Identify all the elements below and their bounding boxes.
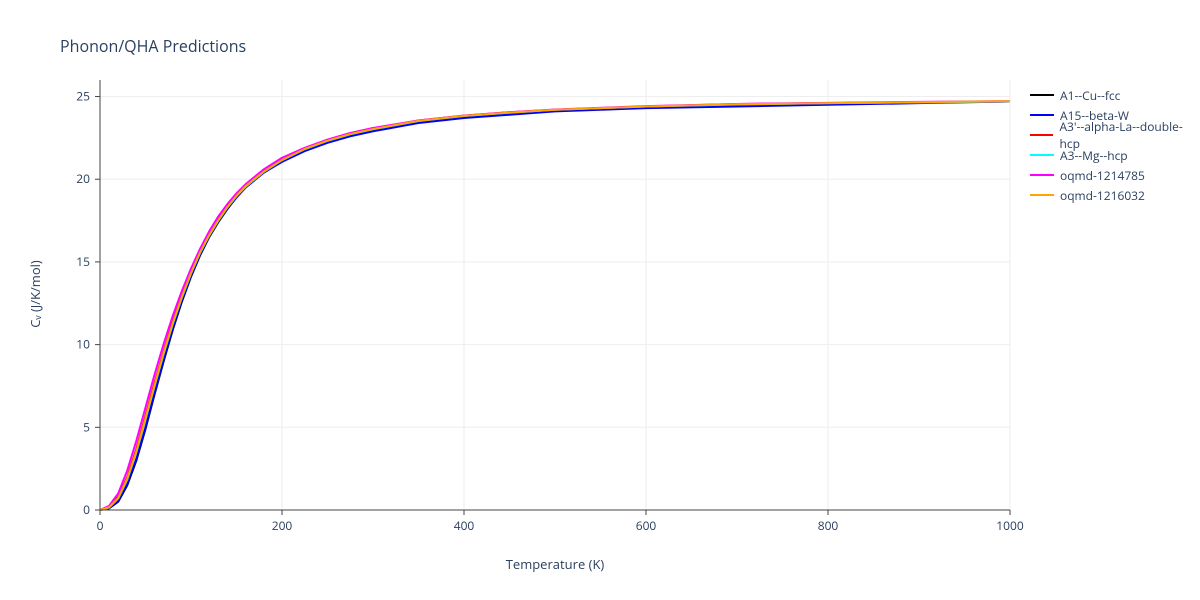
x-axis-label: Temperature (K) [455, 555, 655, 573]
y-tick-label: 10 [76, 336, 90, 353]
series-line [100, 102, 1010, 511]
legend-swatch [1030, 114, 1054, 116]
x-tick-label: 200 [272, 517, 293, 534]
legend-swatch [1030, 154, 1054, 156]
chart-container: Phonon/QHA Predictions 02004006008001000… [0, 0, 1200, 600]
legend-label: A1--Cu--fcc [1060, 87, 1120, 104]
x-tick-label: 1000 [996, 517, 1024, 534]
x-tick-label: 600 [636, 517, 657, 534]
y-axis-label: Cᵥ (J/K/mol) [26, 224, 44, 364]
legend-swatch [1030, 194, 1054, 196]
series-line [100, 101, 1010, 510]
x-tick-label: 800 [818, 517, 839, 534]
x-tick-label: 0 [97, 517, 104, 534]
legend: A1--Cu--fccA15--beta-WA3'--alpha-La--dou… [1030, 85, 1200, 205]
legend-label: oqmd-1214785 [1060, 167, 1145, 184]
chart-svg: 0 200 400 600 800 1000 0 5 10 15 20 25 [0, 0, 1200, 600]
legend-item[interactable]: oqmd-1214785 [1030, 165, 1200, 185]
y-tick-label: 15 [76, 253, 90, 270]
x-tick-label: 400 [454, 517, 475, 534]
legend-item[interactable]: oqmd-1216032 [1030, 185, 1200, 205]
y-tick-label: 25 [76, 88, 90, 105]
legend-swatch [1030, 94, 1054, 96]
series-line [100, 102, 1010, 511]
y-tick-label: 5 [83, 418, 90, 435]
series-line [100, 101, 1010, 510]
series-line [100, 102, 1010, 511]
legend-item[interactable]: A3'--alpha-La--double-hcp [1030, 125, 1200, 145]
y-tick-label: 20 [76, 170, 90, 187]
legend-label: oqmd-1216032 [1060, 187, 1145, 204]
legend-item[interactable]: A1--Cu--fcc [1030, 85, 1200, 105]
series-line [100, 102, 1010, 511]
legend-swatch [1030, 134, 1053, 136]
y-tick-label: 0 [83, 501, 90, 518]
legend-label: A3--Mg--hcp [1060, 147, 1128, 164]
legend-swatch [1030, 174, 1054, 176]
